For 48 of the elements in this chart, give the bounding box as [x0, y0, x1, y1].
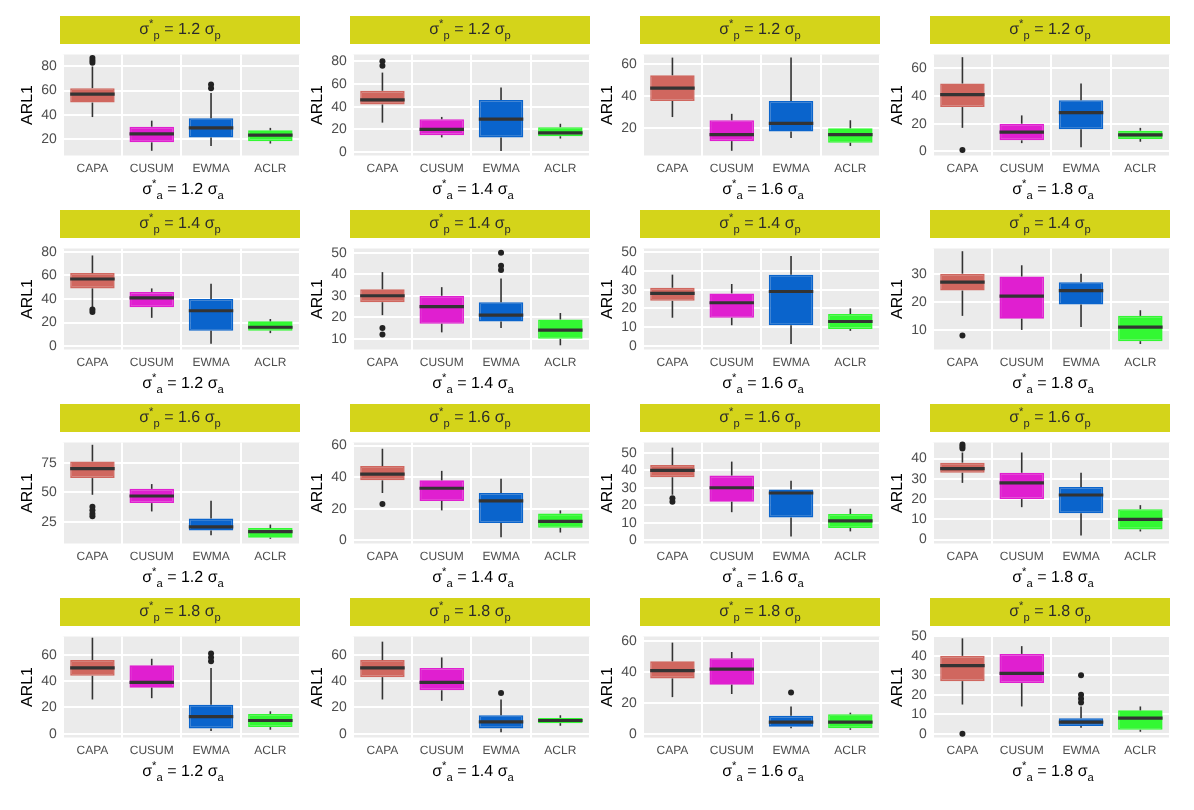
x-axis-title: σ$^{*}$$_{a}$ = 1.4 σ$_{a}$ — [430, 760, 516, 786]
chart-title: σ$^{*}$$_{p}$ = 1.4 σ$_{p}$ — [640, 210, 880, 238]
chart-title: σ$^{*}$$_{p}$ = 1.8 σ$_{p}$ — [640, 598, 880, 626]
y-axis-title: ARL1 — [598, 471, 617, 514]
chart-title: σ$^{*}$$_{p}$ = 1.8 σ$_{p}$ — [350, 598, 590, 626]
chart-title: σ$^{*}$$_{p}$ = 1.4 σ$_{p}$ — [350, 210, 590, 238]
y-axis-title: ARL1 — [18, 665, 37, 708]
x-axis-title: σ$^{*}$$_{a}$ = 1.4 σ$_{a}$ — [430, 372, 516, 398]
chart-title: σ$^{*}$$_{p}$ = 1.6 σ$_{p}$ — [350, 404, 590, 432]
x-axis-title: σ$^{*}$$_{a}$ = 1.8 σ$_{a}$ — [1010, 760, 1096, 786]
y-axis-title: ARL1 — [308, 277, 327, 320]
y-axis-title: ARL1 — [598, 665, 617, 708]
y-axis-title: ARL1 — [888, 471, 907, 514]
chart-title: σ$^{*}$$_{p}$ = 1.6 σ$_{p}$ — [640, 404, 880, 432]
x-axis-title: σ$^{*}$$_{a}$ = 1.8 σ$_{a}$ — [1010, 566, 1096, 592]
x-axis-title: σ$^{*}$$_{a}$ = 1.6 σ$_{a}$ — [720, 372, 806, 398]
y-axis-title: ARL1 — [888, 83, 907, 126]
x-axis-title: σ$^{*}$$_{a}$ = 1.6 σ$_{a}$ — [720, 178, 806, 204]
x-axis-title: σ$^{*}$$_{a}$ = 1.8 σ$_{a}$ — [1010, 178, 1096, 204]
y-axis-title: ARL1 — [888, 665, 907, 708]
chart-title: σ$^{*}$$_{p}$ = 1.4 σ$_{p}$ — [60, 210, 300, 238]
x-axis-title: σ$^{*}$$_{a}$ = 1.2 σ$_{a}$ — [140, 178, 226, 204]
y-axis-title: ARL1 — [18, 83, 37, 126]
chart-title: σ$^{*}$$_{p}$ = 1.2 σ$_{p}$ — [640, 16, 880, 44]
y-axis-title: ARL1 — [18, 471, 37, 514]
x-axis-title: σ$^{*}$$_{a}$ = 1.4 σ$_{a}$ — [430, 178, 516, 204]
x-axis-title: σ$^{*}$$_{a}$ = 1.4 σ$_{a}$ — [430, 566, 516, 592]
x-axis-title: σ$^{*}$$_{a}$ = 1.2 σ$_{a}$ — [140, 566, 226, 592]
x-axis-title: σ$^{*}$$_{a}$ = 1.8 σ$_{a}$ — [1010, 372, 1096, 398]
chart-title: σ$^{*}$$_{p}$ = 1.8 σ$_{p}$ — [930, 598, 1170, 626]
y-axis-title: ARL1 — [598, 277, 617, 320]
chart-title: σ$^{*}$$_{p}$ = 1.6 σ$_{p}$ — [930, 404, 1170, 432]
x-axis-title: σ$^{*}$$_{a}$ = 1.6 σ$_{a}$ — [720, 760, 806, 786]
chart-title: σ$^{*}$$_{p}$ = 1.6 σ$_{p}$ — [60, 404, 300, 432]
chart-title: σ$^{*}$$_{p}$ = 1.2 σ$_{p}$ — [60, 16, 300, 44]
x-axis-title: σ$^{*}$$_{a}$ = 1.6 σ$_{a}$ — [720, 566, 806, 592]
x-axis-title: σ$^{*}$$_{a}$ = 1.2 σ$_{a}$ — [140, 372, 226, 398]
y-axis-title: ARL1 — [888, 277, 907, 320]
y-axis-title: ARL1 — [598, 83, 617, 126]
chart-title: σ$^{*}$$_{p}$ = 1.4 σ$_{p}$ — [930, 210, 1170, 238]
x-axis-title: σ$^{*}$$_{a}$ = 1.2 σ$_{a}$ — [140, 760, 226, 786]
y-axis-title: ARL1 — [308, 83, 327, 126]
chart-title: σ$^{*}$$_{p}$ = 1.8 σ$_{p}$ — [60, 598, 300, 626]
chart-title: σ$^{*}$$_{p}$ = 1.2 σ$_{p}$ — [350, 16, 590, 44]
y-axis-title: ARL1 — [308, 471, 327, 514]
chart-title: σ$^{*}$$_{p}$ = 1.2 σ$_{p}$ — [930, 16, 1170, 44]
y-axis-title: ARL1 — [308, 665, 327, 708]
y-axis-title: ARL1 — [18, 277, 37, 320]
